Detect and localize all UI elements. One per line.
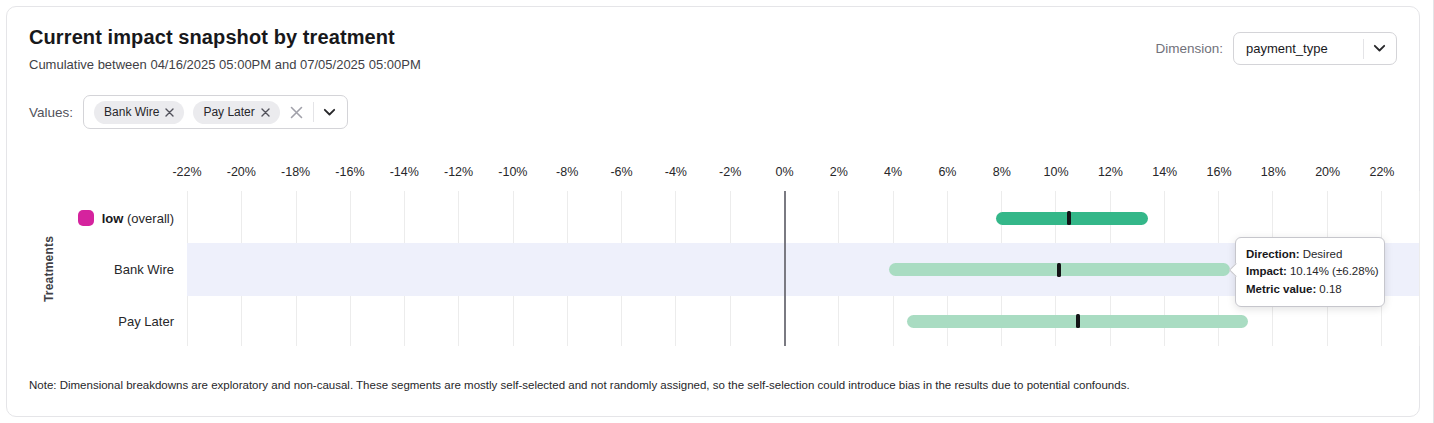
remove-chip-icon[interactable] <box>261 108 270 117</box>
x-tick-label: -6% <box>610 165 632 179</box>
footnote: Note: Dimensional breakdowns are explora… <box>29 379 1130 391</box>
x-tick-label: 16% <box>1207 165 1232 179</box>
tooltip-direction: Direction:Desired <box>1246 246 1374 263</box>
value-chip[interactable]: Bank Wire <box>94 101 184 124</box>
x-tick-label: -14% <box>390 165 419 179</box>
values-filter: Values: Bank Wire Pay Later <box>29 95 348 129</box>
tooltip: Direction:Desired Impact:10.14% (±6.28%)… <box>1235 237 1385 307</box>
x-tick-label: 0% <box>775 165 793 179</box>
select-divider <box>1363 39 1364 59</box>
row-label: low (overall) <box>78 209 174 227</box>
row-labels: low (overall) Bank Wire Pay Later <box>7 191 174 346</box>
values-label: Values: <box>29 105 73 120</box>
chevron-down-icon[interactable] <box>1373 44 1386 53</box>
impact-snapshot-card: Current impact snapshot by treatment Cum… <box>6 6 1420 417</box>
x-tick-label: 8% <box>993 165 1011 179</box>
dimension-label: Dimension: <box>1155 41 1223 56</box>
select-divider <box>313 102 314 122</box>
dimension-selected-value: payment_type <box>1246 41 1354 56</box>
legend-swatch <box>78 210 94 226</box>
clear-all-icon[interactable] <box>289 105 304 120</box>
impact-center-marker <box>1076 314 1080 328</box>
x-tick-label: -18% <box>281 165 310 179</box>
x-tick-label: 6% <box>938 165 956 179</box>
row-label: Pay Later <box>118 312 174 330</box>
x-tick-label: 20% <box>1315 165 1340 179</box>
tooltip-impact: Impact:10.14% (±6.28%) <box>1246 263 1374 280</box>
x-tick-label: -4% <box>665 165 687 179</box>
value-chip[interactable]: Pay Later <box>193 101 279 124</box>
tooltip-metric-value: Metric value:0.18 <box>1246 281 1374 298</box>
dimension-control: Dimension: payment_type <box>1155 32 1397 65</box>
x-tick-label: -16% <box>335 165 364 179</box>
selected-value-chips: Bank Wire Pay Later <box>94 101 280 124</box>
dimension-select[interactable]: payment_type <box>1233 32 1397 65</box>
impact-center-marker <box>1057 263 1061 277</box>
value-chip-label: Pay Later <box>203 105 254 119</box>
page: Current impact snapshot by treatment Cum… <box>0 0 1434 423</box>
date-range-subtitle: Cumulative between 04/16/2025 05:00PM an… <box>29 57 421 72</box>
x-axis: -22%-20%-18%-16%-14%-12%-10%-8%-6%-4%-2%… <box>187 165 1420 181</box>
value-chip-label: Bank Wire <box>104 105 159 119</box>
x-tick-label: 2% <box>830 165 848 179</box>
x-tick-label: -8% <box>556 165 578 179</box>
x-tick-label: -22% <box>172 165 201 179</box>
x-tick-label: 22% <box>1369 165 1394 179</box>
zero-baseline <box>784 191 786 346</box>
x-tick-label: -12% <box>444 165 473 179</box>
x-tick-label: 12% <box>1098 165 1123 179</box>
x-tick-label: -2% <box>719 165 741 179</box>
x-tick-label: -10% <box>498 165 527 179</box>
impact-center-marker <box>1067 211 1071 225</box>
impact-interval-bar[interactable] <box>996 212 1148 225</box>
row-label: Bank Wire <box>114 261 174 279</box>
x-tick-label: 4% <box>884 165 902 179</box>
page-title: Current impact snapshot by treatment <box>29 26 395 49</box>
x-tick-label: 10% <box>1044 165 1069 179</box>
x-tick-label: 14% <box>1152 165 1177 179</box>
values-multiselect[interactable]: Bank Wire Pay Later <box>83 95 348 129</box>
x-tick-label: -20% <box>227 165 256 179</box>
remove-chip-icon[interactable] <box>165 108 174 117</box>
chevron-down-icon[interactable] <box>323 108 336 117</box>
x-tick-label: 18% <box>1261 165 1286 179</box>
